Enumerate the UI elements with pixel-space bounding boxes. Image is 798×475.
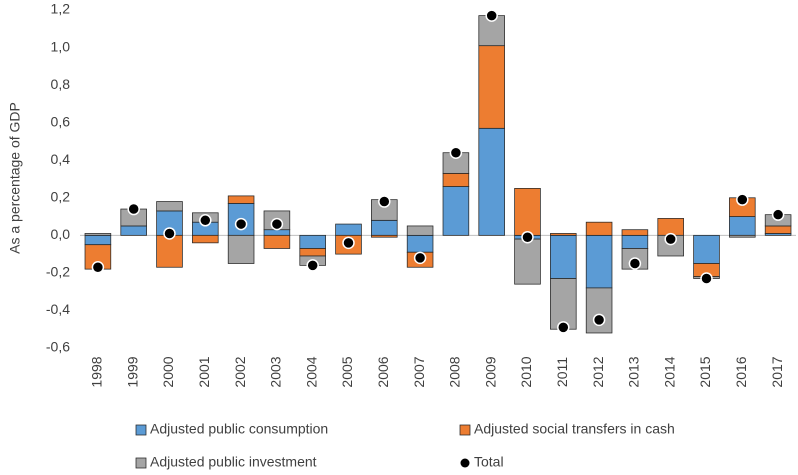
bar-segment bbox=[299, 234, 326, 249]
x-tick-label: 2005 bbox=[339, 356, 355, 387]
total-marker bbox=[736, 193, 749, 206]
x-tick-label: 2015 bbox=[697, 356, 713, 387]
total-marker bbox=[664, 232, 677, 246]
x-tick-label: 1998 bbox=[89, 356, 105, 387]
bar-segment bbox=[478, 45, 505, 129]
bar-segment bbox=[227, 234, 255, 264]
bar-segment bbox=[764, 225, 792, 234]
bar-segment bbox=[585, 234, 613, 289]
bar-segment bbox=[729, 234, 756, 238]
x-tick-label: 2002 bbox=[232, 356, 248, 387]
total-marker bbox=[413, 251, 427, 265]
bar-segment bbox=[156, 201, 183, 212]
x-tick-label: 1999 bbox=[124, 356, 140, 387]
y-tick-label: 0,0 bbox=[51, 226, 71, 242]
total-marker bbox=[163, 227, 176, 240]
x-tick-label: 2008 bbox=[447, 356, 463, 387]
total-marker bbox=[234, 217, 248, 231]
bar-segment bbox=[406, 225, 434, 236]
x-tick-label: 2006 bbox=[375, 356, 391, 387]
total-marker bbox=[342, 236, 355, 250]
x-tick-label: 2001 bbox=[196, 356, 212, 387]
bar-segment bbox=[550, 234, 577, 279]
bar-segment bbox=[585, 221, 613, 236]
x-tick-label: 2013 bbox=[626, 356, 642, 387]
y-tick-label: 0,8 bbox=[51, 76, 71, 92]
bar-segment bbox=[120, 225, 147, 236]
y-tick-label: 0,4 bbox=[51, 151, 71, 167]
bar-segment bbox=[514, 238, 541, 285]
bar-segment bbox=[621, 234, 649, 249]
x-tick-label: 2004 bbox=[303, 356, 319, 387]
bar-segment bbox=[84, 234, 112, 246]
bar-segment bbox=[621, 229, 649, 236]
bar-segment bbox=[156, 234, 183, 268]
x-tick-label: 2003 bbox=[268, 356, 284, 387]
x-tick-label: 2017 bbox=[769, 356, 785, 387]
bar-segment bbox=[729, 216, 756, 236]
bar-segment bbox=[371, 234, 398, 238]
y-tick-label: -0,6 bbox=[46, 339, 70, 355]
bar-segment bbox=[693, 234, 720, 264]
x-tick-label: 2009 bbox=[482, 356, 498, 387]
bar-segment bbox=[335, 223, 362, 236]
bar-segment bbox=[263, 229, 291, 236]
bar-segment bbox=[478, 127, 505, 236]
bar-segment bbox=[227, 195, 255, 204]
x-tick-label: 2014 bbox=[661, 356, 677, 387]
x-tick-label: 2010 bbox=[518, 356, 534, 387]
bar-segment bbox=[514, 188, 541, 236]
total-marker bbox=[485, 9, 498, 22]
legend-label: Adjusted social transfers in cash bbox=[474, 421, 675, 437]
x-tick-label: 2007 bbox=[411, 356, 427, 387]
legend-swatch bbox=[459, 424, 471, 436]
y-tick-label: 0,6 bbox=[51, 113, 71, 129]
legend-label: Adjusted public investment bbox=[150, 454, 317, 470]
total-marker bbox=[378, 195, 391, 208]
y-tick-label: 0,2 bbox=[51, 188, 71, 204]
total-marker bbox=[306, 259, 319, 272]
bar-segment bbox=[299, 248, 326, 257]
total-marker bbox=[700, 272, 713, 285]
x-tick-label: 2000 bbox=[160, 356, 176, 387]
y-tick-label: -0,2 bbox=[46, 264, 70, 280]
legend-swatch bbox=[135, 424, 147, 436]
total-marker bbox=[771, 208, 785, 221]
total-marker bbox=[521, 230, 534, 244]
bar-segment bbox=[442, 186, 470, 236]
bar-segment bbox=[192, 234, 219, 244]
y-tick-label: -0,4 bbox=[46, 301, 70, 317]
x-tick-label: 2011 bbox=[554, 357, 570, 387]
legend-label: Adjusted public consumption bbox=[150, 421, 328, 437]
bar-segment bbox=[657, 218, 684, 236]
bar-segment bbox=[442, 172, 470, 187]
total-marker bbox=[270, 217, 284, 231]
bar-segment bbox=[371, 219, 398, 236]
bar-segment bbox=[550, 233, 577, 236]
y-tick-label: 1,2 bbox=[51, 1, 71, 17]
total-marker bbox=[557, 321, 570, 334]
bar-segment bbox=[550, 278, 577, 330]
x-tick-label: 2016 bbox=[733, 356, 749, 387]
y-tick-label: 1,0 bbox=[51, 38, 71, 54]
total-marker bbox=[91, 261, 105, 274]
legend-marker bbox=[460, 458, 470, 468]
bar-segment bbox=[263, 234, 291, 249]
total-marker bbox=[127, 202, 140, 216]
y-axis-title: As a percentage of GDP bbox=[7, 102, 23, 254]
legend-swatch bbox=[135, 457, 147, 469]
total-marker bbox=[592, 313, 606, 327]
total-marker bbox=[199, 214, 212, 227]
total-marker bbox=[449, 146, 463, 159]
legend-label: Total bbox=[474, 454, 504, 470]
bar-segment bbox=[84, 233, 112, 236]
x-tick-label: 2012 bbox=[590, 356, 606, 387]
bar-segment bbox=[406, 234, 434, 253]
bar-segment bbox=[585, 287, 613, 334]
total-marker bbox=[628, 257, 642, 270]
